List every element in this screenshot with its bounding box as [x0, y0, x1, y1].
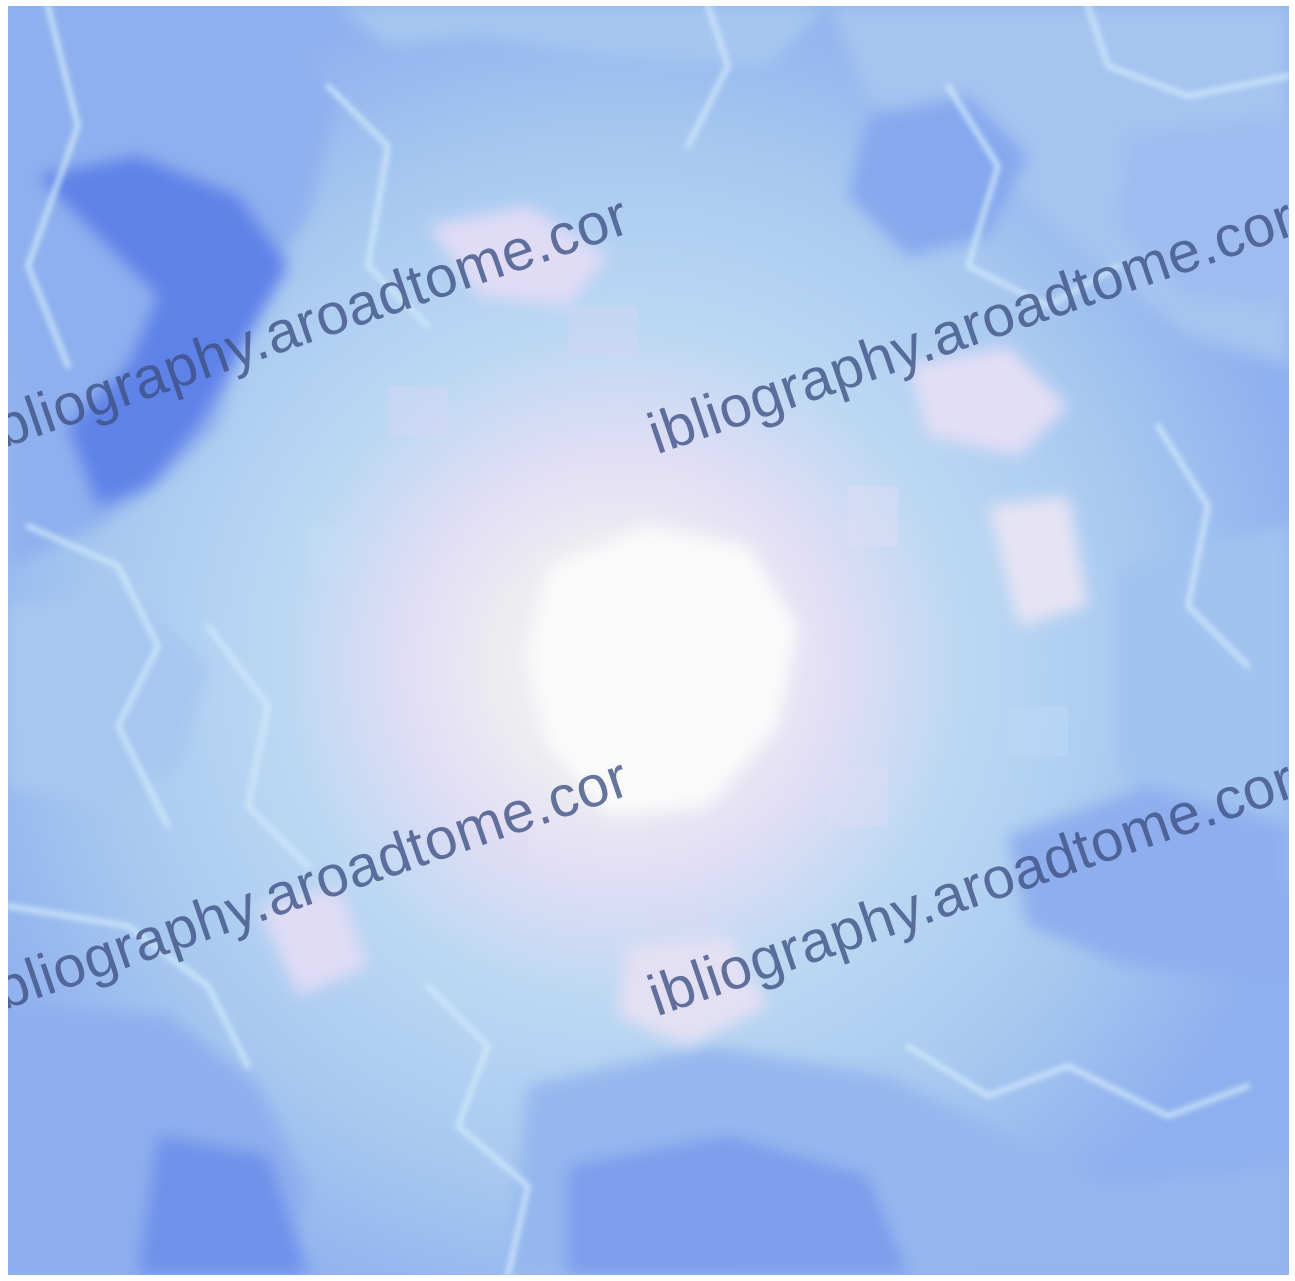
texture-block	[468, 826, 528, 876]
vein-3	[945, 83, 1121, 309]
vein-9	[905, 1043, 1251, 1119]
vein-8	[425, 983, 531, 1275]
dark-blue-streak	[38, 156, 288, 506]
lavender-accent-5	[618, 936, 768, 1046]
texture-block	[568, 306, 638, 356]
texture-block	[388, 386, 448, 436]
blue-patch-top-right-3	[1118, 116, 1289, 306]
texture-block	[648, 906, 708, 946]
lavender-accent-1	[428, 206, 608, 306]
vein-2	[325, 83, 431, 329]
vein-4	[1085, 6, 1289, 99]
vein-6	[205, 623, 311, 869]
vein-10	[1155, 423, 1251, 669]
abstract-texture-image: ibliography.aroadtome.cor ibliography.ar…	[8, 6, 1289, 1275]
texture-block	[308, 526, 358, 576]
vein-1	[25, 6, 81, 369]
texture-block	[1008, 706, 1068, 756]
texture-background	[8, 6, 1289, 1275]
lavender-accent-2	[908, 346, 1068, 456]
vein-7	[8, 903, 251, 1069]
light-veins	[8, 6, 1289, 1275]
blue-patch-top-middle	[338, 6, 828, 66]
vein-5	[25, 523, 171, 829]
blue-patch-right-2	[1008, 786, 1289, 986]
texture-blocks	[308, 306, 1068, 946]
vein-11	[685, 6, 731, 149]
texture-block	[828, 766, 888, 826]
lavender-accent-3	[988, 496, 1088, 626]
texture-block	[848, 486, 898, 546]
dark-blue-patch-bottom	[568, 1136, 908, 1275]
lavender-accent-4	[258, 886, 368, 996]
dark-blue-patch-bottom-left	[138, 1136, 308, 1275]
bright-core	[528, 526, 798, 816]
